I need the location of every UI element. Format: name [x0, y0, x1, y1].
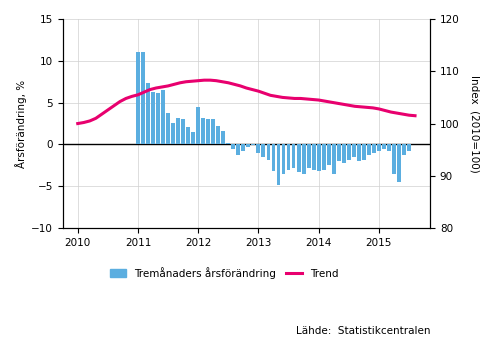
Bar	[307, 144, 311, 168]
Legend: Tremånaders årsförändring, Trend: Tremånaders årsförändring, Trend	[106, 263, 343, 283]
Bar	[407, 144, 411, 151]
Bar	[272, 144, 276, 171]
Bar	[256, 144, 260, 153]
Bar	[226, 143, 230, 144]
Bar	[176, 118, 180, 144]
Bar	[191, 132, 195, 144]
Bar	[171, 123, 175, 144]
Bar	[327, 144, 330, 165]
Bar	[302, 144, 306, 174]
Bar	[151, 92, 155, 144]
Bar	[357, 144, 361, 161]
Bar	[141, 53, 145, 144]
Bar	[317, 144, 321, 171]
Bar	[161, 90, 165, 144]
Bar	[261, 144, 265, 157]
Bar	[136, 52, 140, 144]
Bar	[372, 144, 376, 153]
Y-axis label: Årsförändring, %: Årsförändring, %	[15, 79, 27, 167]
Bar	[156, 93, 160, 144]
Bar	[397, 144, 401, 182]
Bar	[291, 144, 295, 168]
Bar	[196, 107, 200, 144]
Bar	[231, 144, 235, 148]
Bar	[166, 113, 170, 144]
Bar	[251, 144, 255, 145]
Bar	[347, 144, 351, 160]
Bar	[352, 144, 356, 157]
Bar	[362, 144, 366, 160]
Text: Lähde:  Statistikcentralen: Lähde: Statistikcentralen	[296, 326, 431, 336]
Bar	[312, 144, 316, 170]
Bar	[382, 144, 386, 148]
Bar	[367, 144, 371, 155]
Bar	[332, 144, 335, 174]
Bar	[387, 144, 391, 151]
Bar	[186, 127, 190, 144]
Bar	[277, 144, 281, 185]
Bar	[237, 144, 240, 155]
Bar	[201, 118, 205, 144]
Bar	[206, 119, 210, 144]
Y-axis label: Index  (2010=100): Index (2010=100)	[469, 75, 479, 173]
Bar	[342, 144, 346, 163]
Bar	[296, 144, 300, 172]
Bar	[322, 144, 326, 170]
Bar	[402, 144, 406, 155]
Bar	[216, 126, 220, 144]
Bar	[337, 144, 341, 161]
Bar	[287, 144, 290, 170]
Bar	[221, 131, 225, 144]
Bar	[242, 144, 246, 151]
Bar	[392, 144, 396, 174]
Bar	[181, 119, 185, 144]
Bar	[211, 119, 215, 144]
Bar	[247, 144, 250, 147]
Bar	[282, 144, 286, 174]
Bar	[377, 144, 381, 151]
Bar	[146, 83, 150, 144]
Bar	[267, 144, 270, 160]
